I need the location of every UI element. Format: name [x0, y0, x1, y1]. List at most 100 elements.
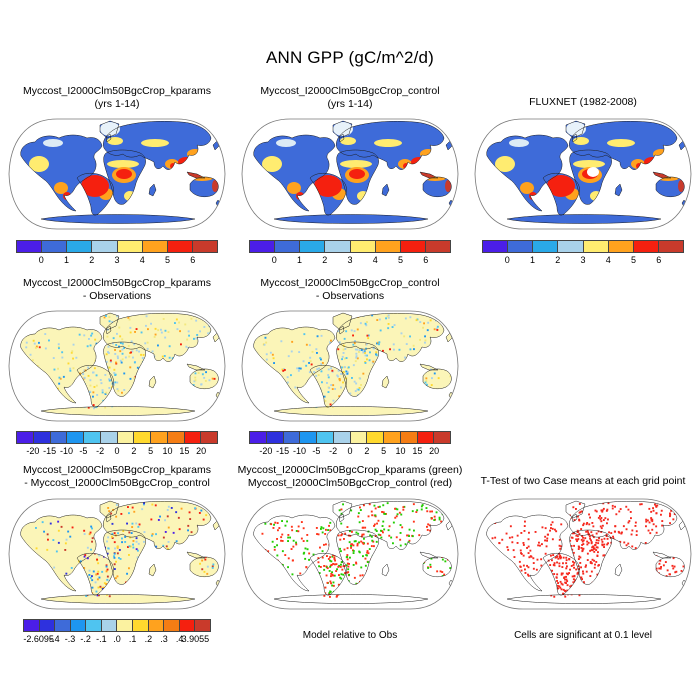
colorbar-tick: 6 — [190, 255, 196, 265]
colorbar-box — [100, 432, 118, 443]
colorbar-tick: 10 — [395, 446, 406, 456]
panel-title-line1: Myccost_I2000Clm50BgcCrop_control — [260, 85, 440, 97]
colorbar-tick: -15 — [276, 446, 290, 456]
colorbar-box — [55, 620, 71, 631]
colorbar-tick-labels: -20 -15 -10 -5 -2 0 2 5 10 15 20 — [249, 446, 451, 458]
colorbar-box — [201, 432, 217, 443]
colorbar-box — [67, 241, 93, 252]
colorbar-tick: 2 — [322, 255, 328, 265]
colorbar-box — [17, 241, 43, 252]
panel-title-line1: Myccost_I2000Clm50BgcCrop_control — [260, 277, 440, 289]
panel-fluxnet-gpp: FLUXNET (1982-2008) 0 1 2 3 4 5 6 — [469, 85, 697, 275]
world-map-control-gpp — [236, 112, 464, 236]
colorbar-tick: 0 — [271, 255, 277, 265]
colorbar-boxes — [16, 240, 218, 253]
colorbar-boxes — [16, 431, 218, 444]
panel-title: FLUXNET (1982-2008) — [469, 96, 697, 109]
colorbar-change: -2.6095 -.4 -.3 -.2 -.1 .0 .1 .2 .3 .4 3.9055 — [23, 619, 211, 646]
colorbar-tick: -5 — [312, 446, 321, 456]
panel-title-line1: Myccost_I2000Clm50BgcCrop_kparams — [23, 85, 211, 97]
colorbar-box — [483, 241, 509, 252]
colorbar-box — [164, 620, 180, 631]
colorbar-tick: 1 — [529, 255, 536, 265]
colorbar-tick-labels: 0 1 2 3 4 5 6 — [482, 255, 684, 267]
colorbar-tick: 3.9055 — [181, 634, 210, 644]
colorbar-box — [92, 241, 118, 252]
colorbar-tick: 1 — [63, 255, 70, 265]
world-map-ttest — [469, 492, 697, 616]
panel-title-line1: Myccost_I2000Clm50BgcCrop_kparams (green… — [237, 464, 463, 476]
colorbar-boxes — [249, 240, 451, 253]
colorbar-box — [633, 241, 659, 252]
panel-title-line2: - Observations — [82, 289, 152, 302]
colorbar-boxes — [482, 240, 684, 253]
colorbar-box — [317, 432, 334, 443]
colorbar-tick: 3 — [114, 255, 120, 265]
panel-title-line2: (yrs 1-14) — [327, 97, 373, 110]
colorbar-tick: 20 — [196, 446, 207, 456]
colorbar-box — [533, 241, 559, 252]
colorbar-box — [400, 432, 418, 443]
colorbar-bias: -20 -15 -10 -5 -2 0 2 5 10 15 20 — [16, 431, 218, 458]
colorbar-tick: 4 — [605, 255, 611, 265]
colorbar-tick: 5 — [630, 255, 637, 265]
colorbar-box — [167, 432, 185, 443]
colorbar-box — [192, 241, 217, 252]
panel-title-line1: Myccost_I2000Clm50BgcCrop_kparams — [23, 277, 211, 289]
colorbar-tick-labels: -20 -15 -10 -5 -2 0 2 5 10 15 20 — [16, 446, 218, 458]
colorbar-tick: -15 — [43, 446, 57, 456]
colorbar-tick: .3 — [160, 634, 168, 644]
colorbar-box — [300, 241, 326, 252]
panel-title: T-Test of two Case means at each grid po… — [469, 475, 697, 488]
colorbar-box — [375, 241, 401, 252]
panel-title-line1: Myccost_I2000Clm50BgcCrop_kparams — [23, 464, 211, 476]
colorbar-box — [608, 241, 634, 252]
colorbar-box — [70, 620, 87, 631]
colorbar-box — [179, 620, 196, 631]
panel-title: Myccost_I2000Clm50BgcCrop_kparams - Obse… — [3, 277, 231, 302]
colorbar-tick: 5 — [381, 446, 387, 456]
caption-model-relative-obs: Model relative to Obs — [302, 630, 398, 641]
colorbar-box — [67, 432, 84, 443]
colorbar-tick: 0 — [38, 255, 44, 265]
colorbar-tick: 15 — [412, 446, 423, 456]
colorbar-tick: 5 — [397, 255, 404, 265]
panel-kparams-gpp: Myccost_I2000Clm50BgcCrop_kparams (yrs 1… — [3, 85, 231, 275]
colorbar-tick: 5 — [164, 255, 171, 265]
colorbar-box — [400, 241, 426, 252]
colorbar-box — [17, 432, 34, 443]
colorbar-tick: 1 — [296, 255, 303, 265]
colorbar-tick: 2 — [89, 255, 95, 265]
colorbar-tick: 0 — [114, 446, 120, 456]
panel-title: Myccost_I2000Clm50BgcCrop_kparams (green… — [236, 464, 464, 489]
panel-title-line2: - Observations — [315, 289, 385, 302]
colorbar-tick: 15 — [179, 446, 190, 456]
colorbar-box — [86, 620, 102, 631]
colorbar-box — [101, 620, 118, 631]
colorbar-box — [184, 432, 202, 443]
colorbar-box — [350, 241, 376, 252]
panel-title-line1: T-Test of two Case means at each grid po… — [480, 475, 686, 487]
world-map-green-red — [236, 492, 464, 616]
colorbar-box — [117, 620, 134, 631]
colorbar-tick: 5 — [148, 446, 154, 456]
colorbar-tick-labels: 0 1 2 3 4 5 6 — [16, 255, 218, 267]
colorbar-tick: -20 — [259, 446, 273, 456]
panel-control-gpp: Myccost_I2000Clm50BgcCrop_control (yrs 1… — [236, 85, 464, 275]
colorbar-tick: 3 — [347, 255, 353, 265]
colorbar-tick: 3 — [580, 255, 586, 265]
colorbar-tick: -10 — [59, 446, 74, 456]
colorbar-box — [117, 432, 135, 443]
colorbar-box — [33, 432, 51, 443]
colorbar-tick: -10 — [292, 446, 307, 456]
panel-title-line2: (yrs 1-14) — [94, 97, 140, 110]
colorbar-box — [283, 432, 301, 443]
panel-kparams-minus-obs: Myccost_I2000Clm50BgcCrop_kparams - Obse… — [3, 277, 231, 467]
colorbar-boxes — [23, 619, 211, 632]
colorbar-box — [42, 241, 68, 252]
colorbar-box — [50, 432, 68, 443]
world-map-kparams-bias — [3, 304, 231, 428]
colorbar-tick: 6 — [423, 255, 429, 265]
panel-title: Myccost_I2000Clm50BgcCrop_kparams (yrs 1… — [3, 85, 231, 110]
colorbar-box — [417, 432, 435, 443]
